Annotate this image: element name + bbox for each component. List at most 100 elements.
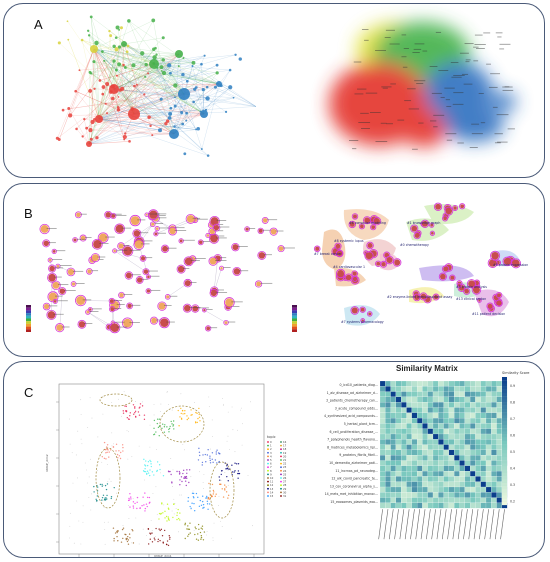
legend-swatch: [267, 484, 269, 487]
citation-node: [52, 281, 60, 289]
matrix-cell: [448, 497, 455, 503]
citation-node-ring: [208, 233, 220, 244]
network-node: [98, 79, 102, 82]
citation-node: [146, 289, 151, 293]
network-node: [224, 110, 228, 113]
citation-node: [78, 321, 86, 328]
matrix-cell: [427, 460, 434, 466]
density-term: [422, 50, 428, 52]
colorbar-step: [502, 476, 507, 480]
matrix-cell: [464, 460, 471, 466]
network-edge: [98, 55, 205, 120]
network-hub: [200, 110, 208, 118]
network-edge: [116, 75, 205, 115]
umap-noise-point: [234, 451, 236, 453]
umap-noise-point: [111, 445, 113, 447]
matrix-cell: [459, 444, 465, 450]
network-edge: [98, 118, 209, 156]
citation-label: [197, 307, 209, 309]
citation-label: [213, 235, 225, 237]
cluster-label: #3 protein analysis: [456, 285, 487, 289]
legend-swatch: [267, 455, 269, 458]
matrix-cell: [454, 455, 460, 461]
legend-swatch: [280, 477, 282, 479]
umap-noise-point: [135, 401, 136, 402]
matrix-cell: [406, 402, 412, 408]
matrix-cell: [448, 402, 455, 408]
umap-point: [132, 505, 134, 507]
matrix-cell: [443, 418, 449, 424]
citation-node: [123, 246, 133, 256]
umap-point: [136, 496, 139, 499]
umap-point: [202, 539, 205, 541]
matrix-cell: [406, 476, 412, 482]
umap-noise-point: [182, 444, 184, 445]
umap-noise-point: [180, 494, 182, 496]
panel-a-graphics: [55, 15, 516, 157]
network-node: [127, 19, 131, 23]
citation-node: [210, 234, 218, 243]
matrix-cell: [390, 407, 396, 413]
network-edge: [113, 73, 149, 90]
matrix-cell: [480, 412, 487, 419]
citation-label: [48, 305, 58, 307]
umap-point: [106, 483, 109, 485]
umap-point: [93, 485, 95, 488]
matrix-cell: [395, 460, 402, 466]
network-edge: [88, 54, 157, 145]
density-term: [390, 83, 396, 85]
citation-node: [209, 228, 215, 235]
umap-noise-point: [185, 440, 187, 441]
network-edge: [90, 113, 205, 131]
citation-node-ring: [153, 231, 159, 237]
umap-point: [101, 483, 103, 486]
matrix-cell: [401, 412, 407, 419]
legend-swatch: [280, 459, 282, 461]
umap-noise-point: [173, 498, 175, 500]
umap-noise-point: [103, 485, 104, 486]
matrix-cell: [417, 391, 423, 397]
matrix-cell: [406, 444, 412, 450]
umap-point: [199, 499, 202, 502]
network-node: [119, 26, 123, 30]
cluster-node-ring: [351, 213, 359, 220]
umap-point: [206, 495, 208, 498]
density-term: [358, 122, 371, 123]
matrix-cell: [443, 476, 449, 482]
matrix-cell: [411, 439, 418, 445]
matrix-cell: [406, 455, 412, 461]
matrix-cell: [443, 460, 449, 466]
matrix-cell: [422, 380, 428, 387]
umap-point: [138, 414, 141, 416]
citation-node: [199, 240, 203, 245]
citation-label: [110, 213, 122, 215]
network-node: [87, 34, 91, 37]
citation-node-ring: [144, 212, 149, 217]
matrix-cell: [379, 449, 386, 456]
matrix-cell: [470, 476, 476, 482]
umap-noise-point: [130, 542, 132, 544]
umap-point: [185, 484, 187, 487]
umap-point: [105, 452, 107, 454]
network-edge: [123, 43, 204, 90]
matrix-cell: [496, 481, 502, 488]
network-edge: [153, 49, 185, 95]
matrix-cell: [480, 428, 487, 435]
umap-point: [215, 453, 217, 455]
legend-label: 26: [283, 476, 287, 480]
matrix-cell: [459, 492, 465, 498]
network-node: [123, 138, 126, 141]
network-edge: [98, 48, 156, 120]
density-term: [401, 34, 407, 36]
network-edge: [93, 48, 118, 76]
umap-point: [106, 448, 109, 450]
umap-point: [197, 496, 199, 499]
legend-swatch: [280, 462, 282, 465]
umap-noise-point: [121, 415, 122, 417]
citation-node: [71, 282, 76, 286]
matrix-cell: [422, 439, 428, 445]
umap-noise-point: [179, 494, 181, 496]
density-term: [476, 48, 485, 49]
cluster-node-ring: [463, 287, 471, 295]
matrix-cell: [491, 497, 497, 503]
